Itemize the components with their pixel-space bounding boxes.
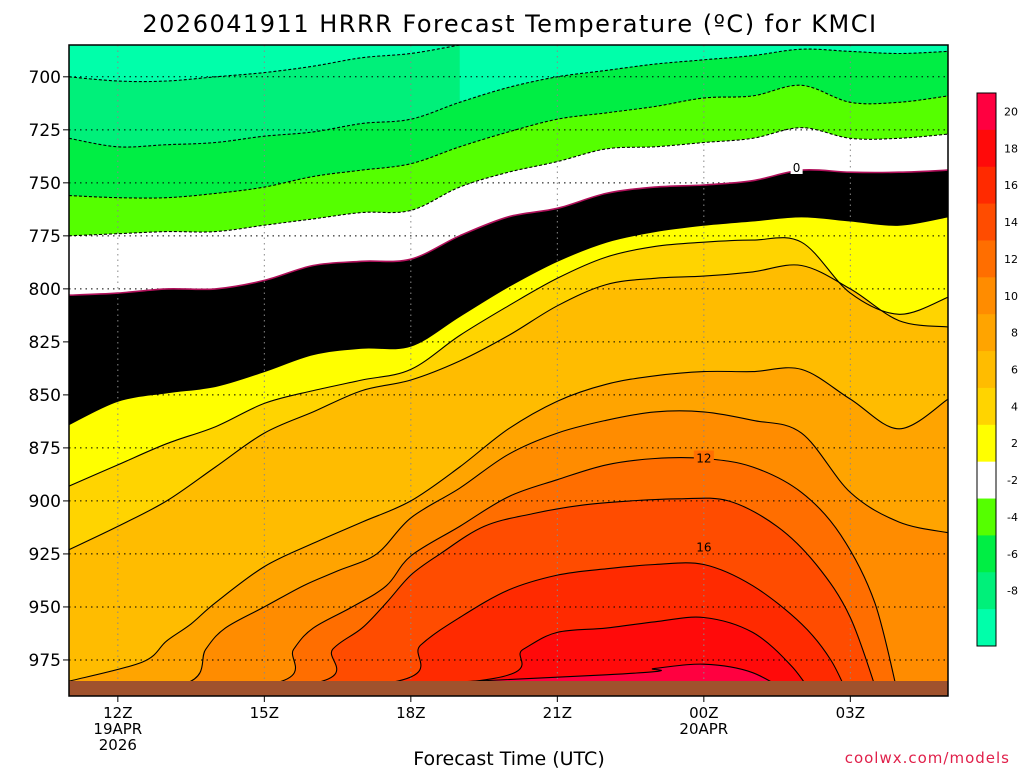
- x-tick-label-20APR: 20APR: [679, 720, 728, 738]
- colorbar-tick-4: 4: [1011, 400, 1018, 413]
- colorbar-tick--8: -8: [1007, 585, 1018, 598]
- colorbar-tick-6: 6: [1011, 364, 1018, 377]
- plot-frame: [68, 44, 949, 697]
- colorbar-band--6-to--4: [977, 535, 996, 573]
- chart-title: 2026041911 HRRR Forecast Temperature (ºC…: [142, 10, 877, 38]
- colorbar-band--2-to-2: [977, 461, 996, 500]
- contour-line-2: [69, 216, 948, 426]
- colorbar-frame: [976, 92, 997, 647]
- colorbar-band-16-to-18: [977, 166, 996, 205]
- y-tick-label-850: 850: [29, 386, 61, 406]
- colorbar-band-8-to-10: [977, 314, 996, 352]
- ground-surface: [69, 681, 948, 696]
- colorbar-tick-12: 12: [1004, 253, 1018, 266]
- contour-line-12: [127, 457, 899, 696]
- contour-line-16: [163, 562, 850, 696]
- colorbar-tick--6: -6: [1007, 548, 1018, 561]
- colorbar-band--4-to--2: [977, 498, 996, 536]
- colorbar-tick--2: -2: [1007, 474, 1018, 487]
- contour-line--6: [69, 48, 948, 148]
- y-tick-label-875: 875: [29, 439, 61, 459]
- colorbar-tick-16: 16: [1004, 179, 1018, 192]
- x-tick-label-19APR: 19APR: [93, 720, 142, 738]
- y-tick-label-950: 950: [29, 598, 61, 618]
- colorbar: 20 18 16 14 12 10 8 6 4 2 -2 -4 -6 -8: [976, 92, 1018, 647]
- x-axis-label: Forecast Time (UTC): [413, 748, 604, 768]
- y-tick-label-725: 725: [29, 121, 61, 141]
- colorbar-tick-10: 10: [1004, 290, 1018, 303]
- colorbar-tick-18: 18: [1004, 142, 1018, 155]
- y-tick-label-700: 700: [29, 68, 61, 88]
- colorbar-band-2-to-4: [977, 424, 996, 463]
- contour-line--4: [69, 84, 948, 199]
- contour-line-6: [69, 264, 948, 551]
- colorbar-tick-20: 20: [1004, 105, 1018, 118]
- contour-line--8: [69, 45, 460, 83]
- y-tick-label-800: 800: [29, 280, 61, 300]
- colorbar-band--8-to--6: [977, 572, 996, 610]
- credit-text: coolwx.com/models: [845, 749, 1010, 767]
- y-tick-label-900: 900: [29, 492, 61, 512]
- x-tick-label-2026: 2026: [99, 736, 137, 754]
- contour-line-10: [102, 410, 948, 696]
- contour-label-12: 12: [696, 452, 711, 466]
- y-tick-label-775: 775: [29, 227, 61, 247]
- plot-area: [69, 45, 948, 696]
- x-tick-label-18Z: 18Z: [396, 704, 425, 722]
- contour-label-bg-0: [790, 159, 803, 174]
- y-tick-label-825: 825: [29, 333, 61, 353]
- contour-label-bg-12: [693, 450, 714, 465]
- y-tick-label-975: 975: [29, 651, 61, 671]
- colorbar-band-4-to-6: [977, 387, 996, 426]
- x-tick-label-03Z: 03Z: [836, 704, 865, 722]
- y-tick-label-925: 925: [29, 545, 61, 565]
- colorbar-tick-14: 14: [1004, 216, 1018, 229]
- contour-label-16: 16: [696, 541, 711, 555]
- colorbar-band-10-to-12: [977, 277, 996, 315]
- colorbar-tick--4: -4: [1007, 511, 1018, 524]
- colorbar-band-12-to-14: [977, 240, 996, 278]
- colorbar-tick-8: 8: [1011, 327, 1018, 340]
- contour-line-14: [138, 497, 879, 696]
- colorbar-band-18-to-20: [977, 129, 996, 168]
- contour-line--2: [69, 127, 948, 237]
- colorbar-tick-2: 2: [1011, 437, 1018, 450]
- colorbar-band-14-to-16: [977, 203, 996, 241]
- x-tick-label-12Z: 12Z: [103, 704, 132, 722]
- colorbar-band--10-to--8: [977, 609, 996, 647]
- contour-label-bg-16: [693, 539, 714, 554]
- x-tick-label-21Z: 21Z: [543, 704, 572, 722]
- x-tick-label-00Z: 00Z: [689, 704, 718, 722]
- x-tick-label-15Z: 15Z: [250, 704, 279, 722]
- colorbar-band-20-to-22: [977, 93, 996, 131]
- y-axis: 700 725 750 775 800 825 850 875 900 925 950 975: [29, 68, 69, 671]
- contour-line-4: [69, 237, 948, 487]
- contour-line-8: [69, 367, 948, 682]
- y-tick-label-750: 750: [29, 174, 61, 194]
- contour-label-0: 0: [793, 161, 801, 175]
- colorbar-band-6-to-8: [977, 351, 996, 389]
